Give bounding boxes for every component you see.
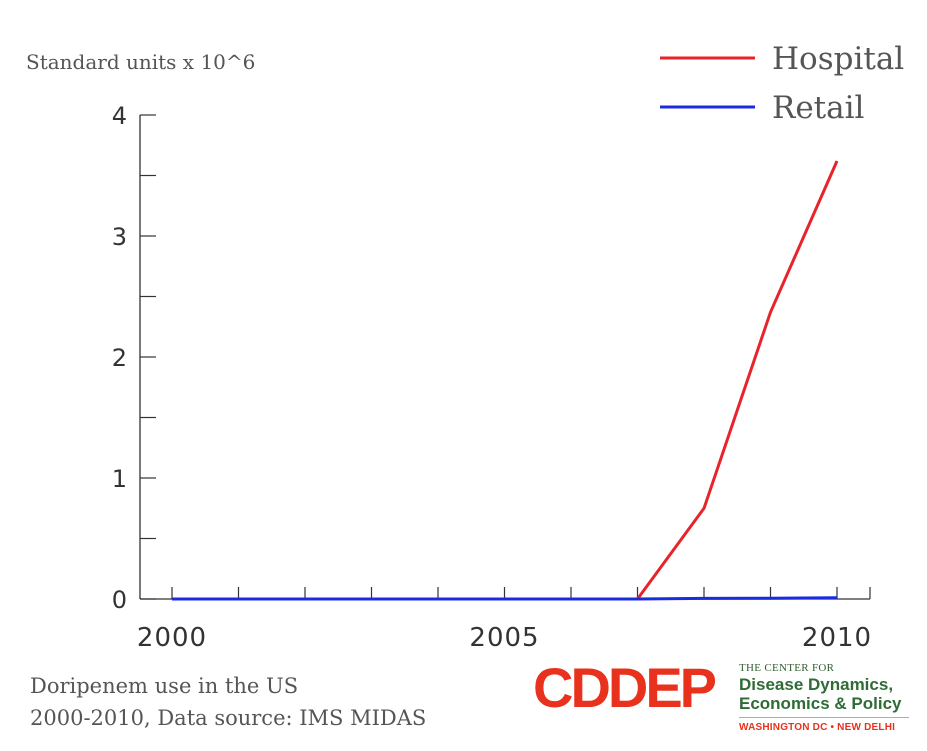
cddep-logo: CDDEP THE CENTER FOR Disease Dynamics, E…	[533, 658, 913, 738]
legend: Hospital Retail	[660, 41, 904, 126]
series-layer	[172, 160, 839, 601]
ticks: 0 1 2 3 4 2000 2005 2010	[112, 102, 872, 653]
y-tick-label: 4	[112, 102, 127, 130]
y-tick-label: 0	[112, 586, 127, 614]
logo-name-line2: Economics & Policy	[739, 694, 902, 713]
legend-label-retail: Retail	[772, 90, 864, 126]
x-tick-label: 2000	[137, 623, 207, 653]
y-axis-label: Standard units x 10^6	[26, 50, 255, 74]
axes	[139, 115, 870, 600]
x-tick-label: 2005	[469, 623, 539, 653]
series-line-hospital	[172, 160, 839, 601]
y-tick-label: 1	[112, 465, 127, 493]
logo-mark: CDDEP	[533, 656, 717, 719]
caption-source: 2000-2010, Data source: IMS MIDAS	[30, 706, 427, 730]
logo-divider	[739, 717, 909, 718]
x-tick-label: 2010	[802, 623, 872, 653]
y-tick-label: 2	[112, 344, 127, 372]
logo-small-text: THE CENTER FOR	[739, 662, 835, 674]
caption-title: Doripenem use in the US	[30, 674, 299, 698]
logo-name-line1: Disease Dynamics,	[739, 675, 894, 694]
legend-label-hospital: Hospital	[772, 41, 904, 77]
y-tick-label: 3	[112, 223, 127, 251]
logo-place: WASHINGTON DC • NEW DELHI	[739, 722, 896, 733]
series-line-retail	[172, 596, 838, 601]
